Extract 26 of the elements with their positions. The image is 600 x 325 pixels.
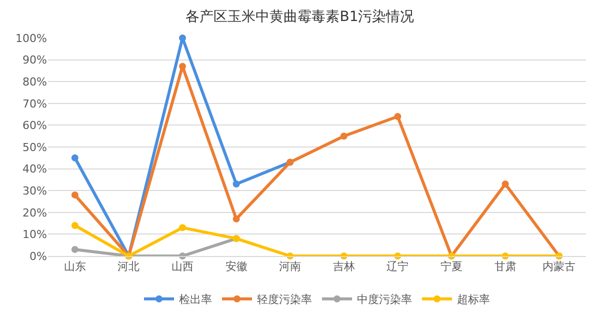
x-tick-label: 甘肃	[494, 260, 516, 274]
y-tick-label: 40%	[22, 162, 47, 176]
x-tick-label: 吉林	[332, 260, 355, 274]
y-tick-label: 10%	[22, 228, 47, 242]
x-tick-label: 山西	[172, 260, 194, 274]
y-tick-label: 100%	[16, 32, 47, 45]
x-tick-label: 山东	[64, 260, 86, 274]
chart-title: 各产区玉米中黄曲霉毒素B1污染情况	[186, 9, 414, 26]
y-tick-label: 70%	[22, 97, 47, 110]
y-tick-label: 30%	[22, 184, 47, 198]
y-tick-label: 60%	[22, 119, 47, 132]
x-tick-label: 内蒙古	[542, 260, 576, 274]
x-tick-label: 河南	[279, 260, 302, 274]
y-tick-label: 80%	[22, 75, 47, 88]
legend-label: 超标率	[457, 293, 490, 306]
x-tick-label: 河北	[118, 260, 140, 274]
x-tick-label: 安徽	[225, 260, 248, 274]
legend-label: 轻度污染率	[257, 293, 312, 306]
x-tick-label: 宁夏	[440, 260, 462, 274]
y-tick-label: 90%	[22, 54, 47, 67]
y-tick-label: 20%	[22, 206, 47, 220]
x-tick-label: 辽宁	[386, 260, 409, 274]
y-tick-label: 0%	[30, 250, 47, 263]
legend-label: 检出率	[179, 293, 212, 306]
legend-label: 中度污染率	[357, 293, 412, 306]
y-tick-label: 50%	[22, 140, 47, 154]
